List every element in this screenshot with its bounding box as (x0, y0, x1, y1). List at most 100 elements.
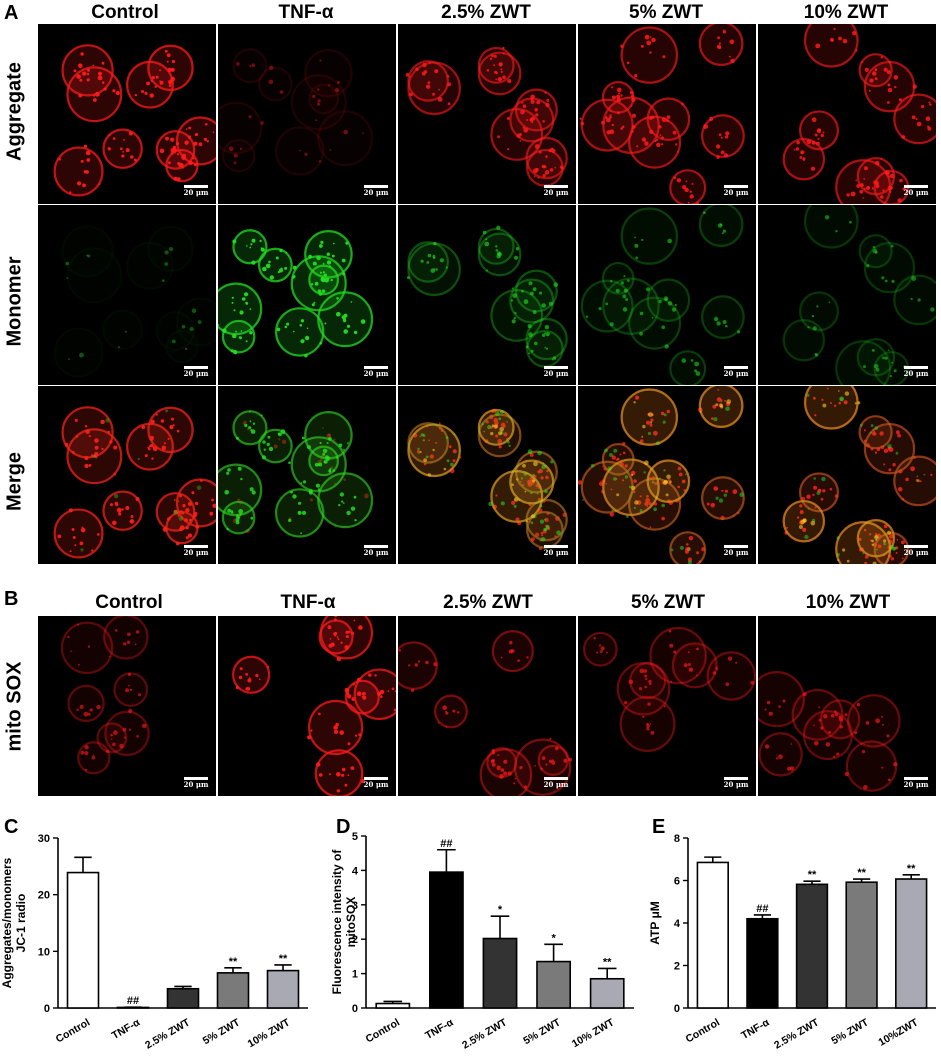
row-label-aggregate: Aggregate (3, 62, 26, 161)
scale-bar: 20 μm (364, 545, 388, 557)
micro-mitosox-0: 20 μm (38, 616, 216, 796)
panel-label-d: D (336, 816, 351, 838)
y-axis-label: ATP μM (648, 901, 662, 945)
y-axis-label: Fluorescence intensity of (330, 849, 344, 995)
x-tick-label: 2.5% ZWT (772, 1016, 821, 1051)
scale-bar-label: 20 μm (903, 548, 929, 557)
panel-label-b: B (4, 588, 19, 610)
scale-bar: 20 μm (184, 545, 208, 557)
bar (482, 937, 518, 1009)
x-tick-label: 10%ZWT (876, 1016, 920, 1049)
significance-mark: * (498, 904, 503, 916)
significance-mark: ** (603, 956, 612, 968)
micro-aggregate-1: 20 μm (218, 24, 396, 204)
y-axis-label-line2: JC-1 radio (14, 894, 28, 953)
significance-mark: ** (279, 953, 288, 965)
scale-bar-label: 20 μm (363, 188, 389, 197)
y-tick-label: 6 (674, 876, 680, 888)
scale-bar-label: 20 μm (183, 188, 209, 197)
row-label-mitosox: mito SOX (3, 661, 26, 752)
x-tick-label: 10% ZWT (246, 1016, 293, 1050)
micro-merge-1: 20 μm (218, 386, 396, 564)
y-tick-label: 4 (352, 865, 359, 877)
bar (428, 871, 464, 1009)
scale-bar: 20 μm (904, 777, 928, 789)
y-tick-label: 0 (44, 1003, 50, 1015)
significance-mark: ** (857, 867, 866, 879)
scale-bar-label: 20 μm (723, 188, 749, 197)
col-title-b-zwt5: 5% ZWT (631, 592, 705, 613)
scale-bar-label: 20 μm (363, 548, 389, 557)
col-title-b-tnf: TNF-α (280, 592, 336, 613)
scale-bar: 20 μm (724, 185, 748, 197)
scale-bar: 20 μm (544, 545, 568, 557)
bar (536, 960, 572, 1009)
scale-bar: 20 μm (184, 366, 208, 378)
scale-bar: 20 μm (364, 777, 388, 789)
col-title-b-zwt25: 2.5% ZWT (443, 592, 533, 613)
y-tick-label: 1 (352, 969, 358, 981)
chart-c-jc1-ratio: 0 10 20 30 Aggregates/monomers JC-1 radio Cont… (0, 833, 308, 1052)
y-tick-label: 0 (352, 1003, 358, 1015)
x-tick-label: TNF-α (739, 1016, 772, 1042)
significance-mark: * (551, 932, 556, 944)
scale-bar-label: 20 μm (903, 188, 929, 197)
scale-bar-label: 20 μm (543, 188, 569, 197)
x-tick-label: Control (684, 1016, 722, 1045)
significance-mark: ## (756, 903, 768, 915)
micro-aggregate-4: 20 μm (758, 24, 936, 204)
micro-monomer-2: 20 μm (398, 205, 576, 385)
micro-mitosox-1: 20 μm (218, 616, 396, 796)
scale-bar: 20 μm (364, 366, 388, 378)
x-tick-label: 5% ZWT (829, 1016, 871, 1047)
y-tick-label: 2 (674, 961, 680, 973)
bar (746, 917, 779, 1009)
scale-bar-label: 20 μm (363, 780, 389, 789)
y-tick-label: 2 (352, 934, 358, 946)
bar (845, 881, 878, 1009)
micro-monomer-0: 20 μm (38, 205, 216, 385)
bar (266, 969, 300, 1009)
bar (216, 972, 250, 1009)
bar (895, 878, 928, 1009)
scale-bar-label: 20 μm (723, 548, 749, 557)
micro-monomer-4: 20 μm (758, 205, 936, 385)
col-title-a-control: Control (91, 2, 159, 23)
x-tick-label: 2.5% ZWT (143, 1016, 192, 1051)
bar (696, 861, 729, 1009)
col-title-b-zwt10: 10% ZWT (805, 592, 891, 613)
micro-merge-4: 20 μm (758, 386, 936, 564)
y-axis-label-line2: mitoSOX (344, 897, 358, 948)
scale-bar-label: 20 μm (903, 780, 929, 789)
y-axis-label: Aggregates/monomers (0, 857, 14, 988)
x-tick-label: 2.5% ZWT (460, 1016, 509, 1051)
scale-bar: 20 μm (544, 185, 568, 197)
bar (589, 977, 625, 1009)
micro-merge-3: 20 μm (578, 386, 756, 564)
significance-mark: ## (440, 838, 452, 850)
x-tick-label: Control (364, 1016, 402, 1045)
x-tick-label: TNF-α (110, 1016, 143, 1042)
row-label-merge: Merge (3, 452, 26, 511)
y-tick-label: 5 (352, 831, 358, 843)
x-tick-label: Control (54, 1016, 92, 1045)
bar (66, 871, 100, 1009)
x-tick-label: TNF-α (423, 1016, 456, 1042)
col-title-b-control: Control (95, 592, 163, 613)
micro-aggregate-0: 20 μm (38, 24, 216, 204)
scale-bar: 20 μm (184, 777, 208, 789)
scale-bar-label: 20 μm (543, 369, 569, 378)
significance-mark: ** (907, 863, 916, 875)
scale-bar: 20 μm (724, 366, 748, 378)
y-tick-label: 8 (674, 833, 680, 845)
significance-mark: ** (229, 956, 238, 968)
y-tick-label: 10 (38, 946, 50, 958)
y-tick-label: 4 (674, 918, 681, 930)
col-title-a-zwt5: 5% ZWT (629, 2, 703, 23)
bar (375, 1002, 411, 1009)
micro-mitosox-2: 20 μm (398, 616, 576, 796)
bar (166, 987, 200, 1009)
micro-monomer-1: 20 μm (218, 205, 396, 385)
micro-monomer-3: 20 μm (578, 205, 756, 385)
panel-label-e: E (652, 816, 666, 838)
